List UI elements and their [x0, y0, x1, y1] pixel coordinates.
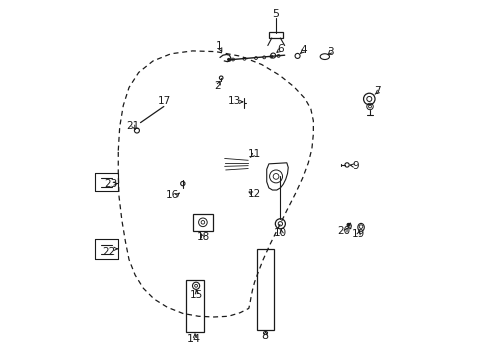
Text: 11: 11: [247, 149, 261, 159]
Circle shape: [346, 224, 349, 226]
Bar: [268, 32, 283, 38]
Text: 4: 4: [300, 45, 307, 55]
Text: 23: 23: [104, 179, 118, 189]
Text: 8: 8: [261, 331, 268, 341]
Text: 2: 2: [214, 81, 221, 91]
Text: 17: 17: [158, 96, 171, 106]
Text: 6: 6: [277, 44, 283, 54]
Text: 22: 22: [102, 247, 115, 257]
Bar: [186, 280, 203, 332]
Text: 16: 16: [165, 190, 178, 200]
Text: 3: 3: [326, 46, 333, 57]
Text: 9: 9: [352, 161, 358, 171]
Text: 1: 1: [216, 41, 222, 51]
Text: 15: 15: [189, 290, 203, 300]
Text: 7: 7: [374, 86, 381, 96]
Text: 21: 21: [126, 121, 139, 131]
Text: 14: 14: [187, 334, 201, 344]
Text: 18: 18: [196, 232, 209, 242]
Text: 20: 20: [337, 226, 350, 236]
Bar: [192, 214, 213, 231]
Text: 10: 10: [273, 228, 286, 238]
Text: 13: 13: [227, 96, 241, 106]
Bar: [257, 249, 274, 330]
Circle shape: [227, 58, 229, 60]
Text: 19: 19: [351, 229, 365, 239]
Text: 12: 12: [247, 189, 261, 199]
Text: 5: 5: [272, 9, 279, 19]
